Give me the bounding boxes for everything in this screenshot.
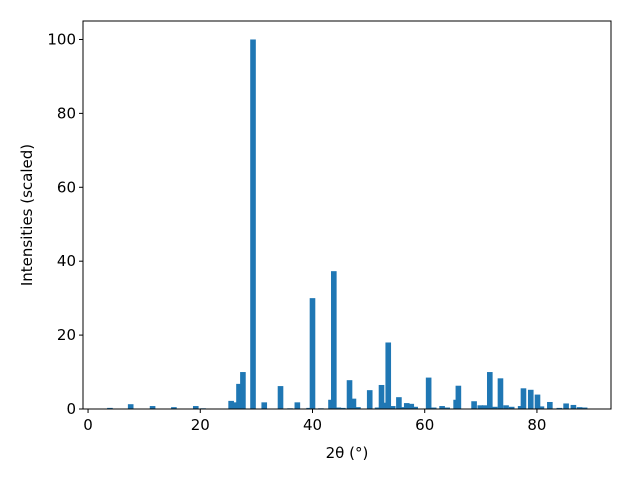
- bar: [508, 406, 515, 409]
- bar: [261, 402, 268, 409]
- bar: [477, 405, 484, 409]
- bar: [232, 402, 238, 409]
- bar: [228, 400, 234, 409]
- bar: [547, 401, 553, 409]
- y-tick-label: 100: [47, 30, 76, 48]
- bar: [328, 399, 334, 409]
- x-tick-label: 40: [303, 416, 322, 434]
- bar: [425, 377, 432, 409]
- bar: [576, 407, 583, 409]
- bar: [481, 405, 488, 409]
- bar: [556, 407, 563, 409]
- bar: [309, 298, 316, 409]
- x-axis-label: 2θ (°): [326, 444, 369, 462]
- bar: [380, 402, 386, 409]
- bar: [378, 384, 385, 409]
- bar: [517, 406, 524, 409]
- bar: [527, 389, 534, 409]
- x-tick-label: 60: [415, 416, 434, 434]
- x-tick-label: 20: [191, 416, 210, 434]
- bar: [355, 407, 361, 409]
- y-tick-label: 80: [57, 104, 76, 122]
- x-tick-label: 0: [83, 416, 93, 434]
- bar: [408, 403, 415, 409]
- plot-frame: [82, 20, 612, 410]
- y-axis-label: Intensities (scaled): [18, 144, 36, 286]
- y-tick-label: 20: [57, 326, 76, 344]
- bar: [570, 404, 577, 409]
- bar: [563, 403, 569, 409]
- bar: [486, 372, 493, 409]
- bar: [492, 406, 498, 409]
- bar: [389, 406, 396, 409]
- bar: [503, 405, 509, 409]
- bar: [581, 407, 588, 409]
- bar: [538, 406, 545, 409]
- bar: [400, 407, 407, 409]
- bar: [396, 397, 402, 409]
- bar: [455, 385, 462, 409]
- bar: [520, 388, 527, 409]
- bar: [306, 407, 312, 409]
- y-tick-label: 60: [57, 178, 76, 196]
- bar: [171, 407, 177, 409]
- bar: [412, 406, 418, 409]
- bar: [403, 403, 410, 409]
- bar: [385, 342, 392, 409]
- bar: [366, 390, 373, 409]
- bar: [192, 406, 199, 409]
- bar: [107, 407, 113, 409]
- bar: [471, 401, 477, 409]
- x-tick-label: 80: [527, 416, 546, 434]
- bar: [127, 404, 134, 409]
- bar: [277, 386, 284, 409]
- bar: [335, 407, 342, 409]
- bar: [439, 406, 445, 409]
- bar: [534, 394, 541, 409]
- bar: [350, 398, 357, 409]
- y-tick-label: 0: [66, 400, 76, 418]
- bar: [346, 380, 353, 409]
- bar: [430, 407, 437, 409]
- bar: [236, 383, 242, 409]
- bar: [374, 407, 381, 409]
- bar: [240, 372, 246, 409]
- bar: [331, 271, 337, 409]
- bar: [339, 407, 346, 409]
- bar: [250, 39, 256, 409]
- bar: [444, 407, 450, 409]
- bar: [149, 406, 156, 409]
- y-tick-label: 40: [57, 252, 76, 270]
- bar: [497, 378, 504, 409]
- bar: [294, 402, 301, 409]
